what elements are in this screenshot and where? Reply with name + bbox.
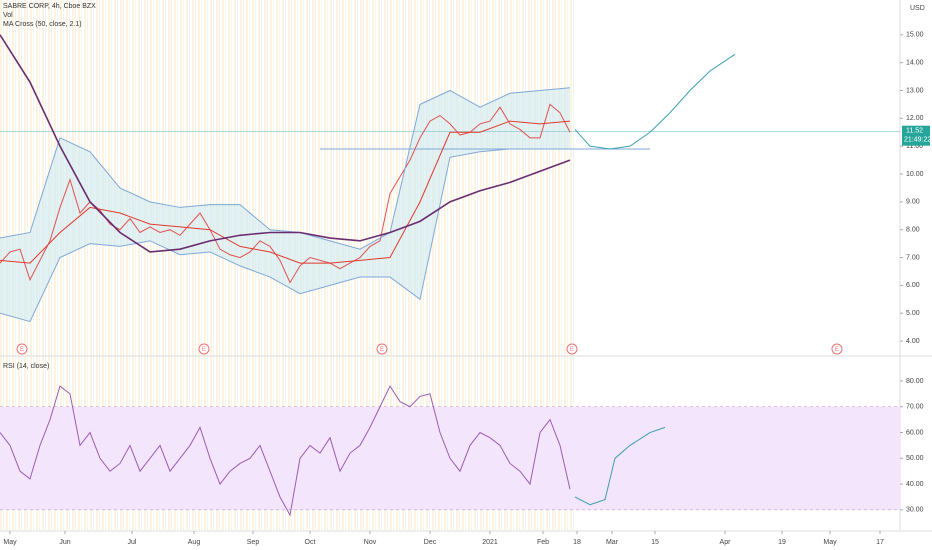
series-line [0,87,571,250]
series-line [0,385,571,517]
x-tick-label: May [3,539,17,546]
y-tick-label: 8.00 [906,227,920,234]
y-tick-label: 30.00 [906,507,924,514]
event-marker [566,343,578,355]
y-tick-label: 70.00 [906,404,924,411]
y-tick-label: 6.00 [906,282,920,289]
x-tick-label: 17 [876,539,884,546]
pane-title: RSI (14, close) [3,363,49,370]
x-tick-label: 18 [573,539,581,546]
x-tick-label: Nov [364,539,377,546]
y-tick-label: 4.00 [906,338,920,345]
x-tick-label: 15 [651,539,659,546]
x-tick-label: Jul [128,539,137,546]
y-tick-label: 9.00 [906,199,920,206]
x-tick-label: Jun [59,539,70,546]
y-tick-label: 14.00 [906,59,924,66]
event-label: E [570,347,574,353]
last-price-label: 11.52 [906,128,923,135]
x-tick-label: Feb [537,539,549,546]
y-tick-label: 40.00 [906,481,924,488]
y-tick-label: 13.00 [906,87,924,94]
event-label: E [835,347,839,353]
x-tick-label: Mar [606,539,619,546]
y-tick-label: 5.00 [906,310,920,317]
y-tick-label: 10.00 [906,171,924,178]
chart-title: SABRE CORP, 4h, Cboe BZX [3,3,96,10]
y-tick-label: 15.00 [906,32,924,39]
event-marker [198,343,210,355]
y-tick-label: 60.00 [906,429,924,436]
series-line [0,34,571,253]
countdown-label: 21:49:22 [904,137,931,144]
currency-label: USD [910,5,925,12]
event-label: E [380,347,384,353]
event-marker [16,343,28,355]
x-tick-label: Sep [247,539,260,546]
event-label: E [20,347,24,353]
x-tick-label: 19 [778,539,786,546]
x-tick-label: May [823,539,837,546]
series-line [0,120,571,264]
x-tick-label: Oct [305,539,316,546]
x-tick-label: Dec [424,539,437,546]
event-label: E [202,347,206,353]
x-tick-label: Apr [720,539,732,546]
y-tick-label: 11.00 [906,143,923,150]
y-tick-label: 12.00 [906,115,924,122]
series-line [574,53,736,150]
x-tick-label: Aug [188,539,201,546]
legend-label: MA Cross (50, close, 2.1) [3,21,82,28]
series-line [574,426,666,506]
legend-label: Vol [3,12,13,19]
y-tick-label: 7.00 [906,254,920,261]
x-tick-label: 2021 [482,539,498,546]
last-price-tag [902,125,930,146]
series-line [0,148,570,323]
y-tick-label: 50.00 [906,455,924,462]
y-tick-label: 80.00 [906,378,924,385]
event-marker [831,343,843,355]
event-marker [376,343,388,355]
